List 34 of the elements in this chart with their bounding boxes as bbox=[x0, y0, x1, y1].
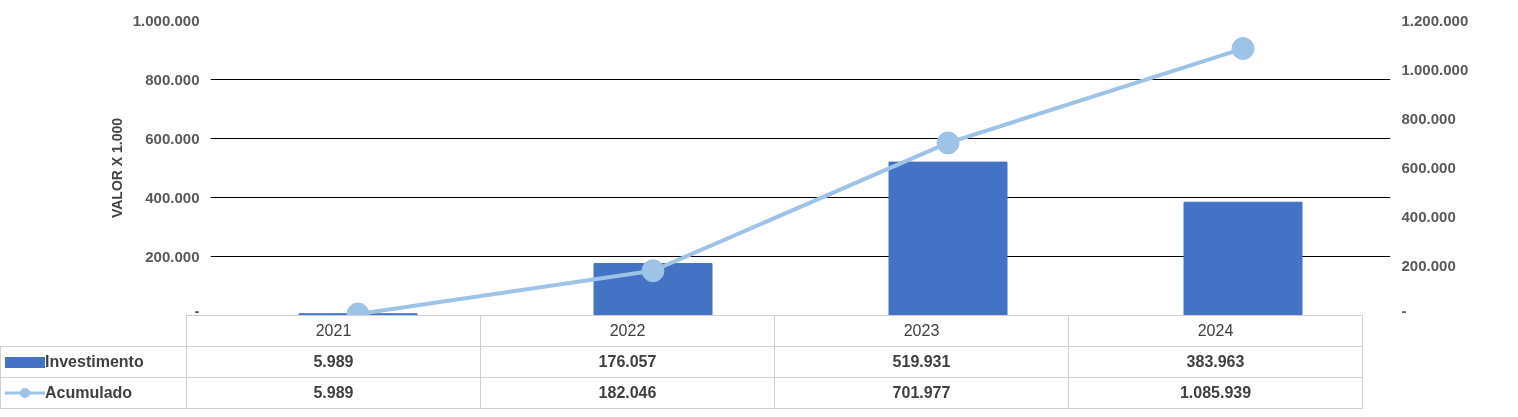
x-tick-label: 2021 bbox=[315, 321, 352, 339]
x-tick-label: 2024 bbox=[1068, 315, 1363, 347]
x-tick-label: 2022 bbox=[480, 315, 775, 347]
y2-tick-label: 800.000 bbox=[1401, 109, 1456, 127]
data-label: 182.046 bbox=[480, 377, 775, 409]
data-label: 5.989 bbox=[186, 377, 481, 409]
bar bbox=[1183, 201, 1303, 315]
bar bbox=[593, 263, 713, 315]
y-tick-label: 1.000.000 bbox=[132, 11, 200, 29]
y2-tick-label: 600.000 bbox=[1401, 159, 1456, 176]
y2-tick-label: 400.000 bbox=[1401, 208, 1456, 226]
x-tick-label: 2023 bbox=[774, 315, 1069, 347]
data-label: 176.057 bbox=[480, 346, 775, 378]
y-tick-label: 600.000 bbox=[145, 129, 200, 147]
data-label: 5.989 bbox=[186, 346, 481, 378]
point bbox=[641, 259, 665, 283]
y2-tick-label: 1.000.000 bbox=[1401, 60, 1469, 78]
y-tick-label: 400.000 bbox=[145, 188, 200, 206]
data-label: 383.963 bbox=[1068, 346, 1363, 378]
y2-tick-label: 200.000 bbox=[1401, 257, 1456, 275]
data-label: 701.977 bbox=[774, 377, 1069, 409]
y-tick-label: 800.000 bbox=[145, 70, 200, 88]
legend-label: Acumulado bbox=[45, 383, 133, 401]
bar bbox=[888, 161, 1008, 315]
data-label: 1.085.939 bbox=[1068, 377, 1363, 409]
point bbox=[1231, 37, 1255, 61]
y2-tick-label: - bbox=[1401, 301, 1407, 319]
data-label: 519.931 bbox=[774, 346, 1069, 378]
point bbox=[936, 131, 960, 155]
y-tick-label: 200.000 bbox=[145, 247, 200, 265]
legend-label: Investimento bbox=[45, 352, 144, 370]
y2-tick-label: 1.200.000 bbox=[1401, 11, 1469, 29]
y-axis-title: VALOR X 1.000 bbox=[108, 117, 125, 219]
y-tick-label: - bbox=[194, 301, 200, 319]
